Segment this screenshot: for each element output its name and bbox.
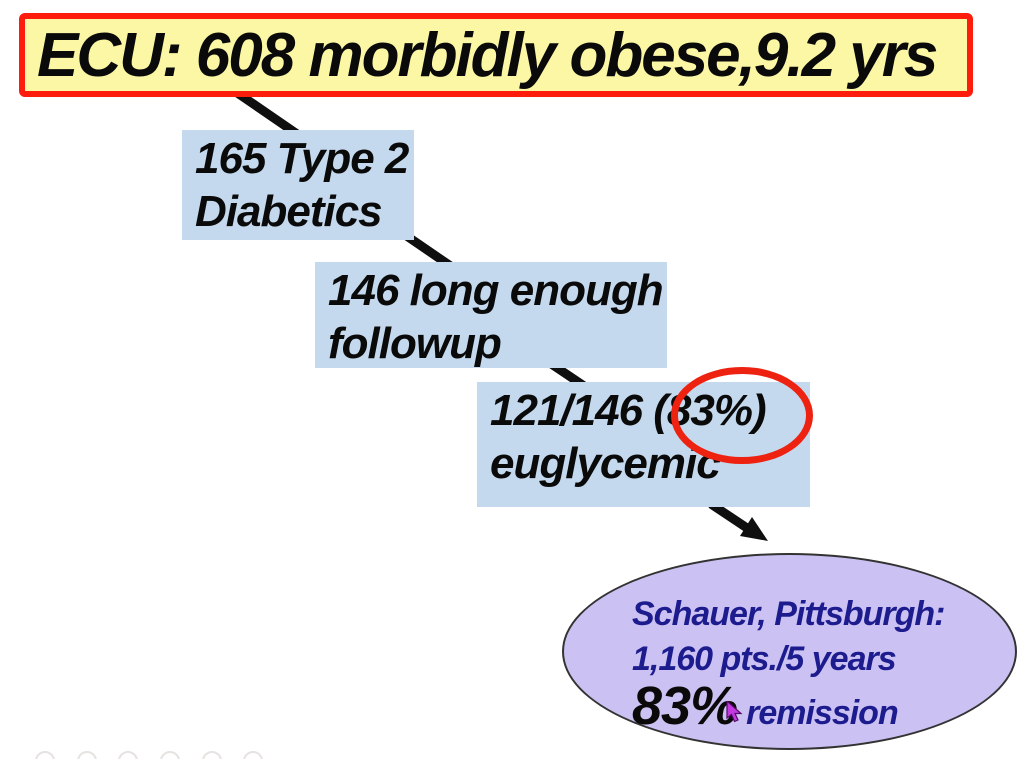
result-line-source: Schauer, Pittsburgh: xyxy=(632,595,945,633)
flow-box-line: followup xyxy=(328,319,502,368)
result-arrow-shaft xyxy=(708,500,753,534)
result-ellipse xyxy=(562,553,1017,750)
slide-title-box: ECU: 608 morbidly obese,9.2 yrs xyxy=(19,13,973,97)
flow-box-line: 165 Type 2 xyxy=(195,134,409,183)
flow-box-line: euglycemic xyxy=(490,439,721,488)
flow-box-followup: 146 long enough followup xyxy=(315,262,667,368)
flow-box-line: 146 long enough xyxy=(328,266,664,315)
result-line-cohort: 1,160 pts./5 years xyxy=(632,640,897,678)
flow-box-type2-diabetics: 165 Type 2 Diabetics xyxy=(182,130,414,240)
flow-box-line: Diabetics xyxy=(195,187,383,236)
mouse-cursor-icon xyxy=(726,701,743,723)
result-percent-label: remission xyxy=(746,694,899,732)
result-percent: 83% xyxy=(632,676,738,736)
slide-title: ECU: 608 morbidly obese,9.2 yrs xyxy=(37,20,938,90)
result-ellipse-text: Schauer, Pittsburgh: 1,160 pts./5 years … xyxy=(632,592,945,736)
connector-arrow-1 xyxy=(233,88,303,140)
red-circle-annotation xyxy=(671,367,813,464)
result-arrow-head xyxy=(740,517,768,541)
